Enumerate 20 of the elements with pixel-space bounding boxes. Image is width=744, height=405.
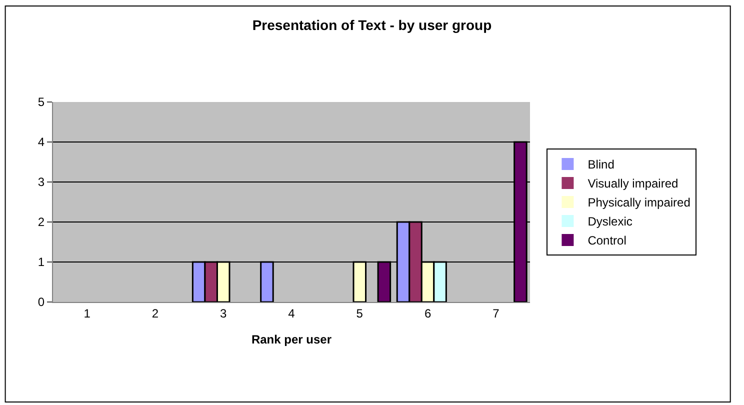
y-tick-label: 4 bbox=[38, 135, 45, 150]
x-tick-label: 3 bbox=[220, 306, 228, 320]
legend-label: Dyslexic bbox=[588, 214, 632, 229]
legend-label: Physically impaired bbox=[588, 196, 690, 210]
x-tick-label: 7 bbox=[492, 306, 500, 320]
chart-title: Presentation of Text - by user group bbox=[252, 17, 492, 34]
legend-label: Blind bbox=[588, 158, 614, 172]
y-tick-label: 2 bbox=[38, 215, 45, 230]
y-tick-label: 0 bbox=[38, 295, 45, 310]
y-tick-label: 5 bbox=[38, 95, 45, 110]
x-tick-label: 1 bbox=[84, 306, 91, 320]
legend-label: Visually impaired bbox=[588, 176, 678, 191]
x-tick-label: 4 bbox=[288, 306, 296, 320]
x-tick-label: 6 bbox=[424, 306, 432, 320]
y-tick-label: 1 bbox=[38, 255, 45, 270]
legend-label: Control bbox=[588, 234, 626, 248]
x-tick-label: 2 bbox=[152, 306, 159, 320]
x-tick-label: 5 bbox=[356, 306, 364, 320]
y-tick-label: 3 bbox=[38, 175, 45, 190]
x-axis-title: Rank per user bbox=[251, 332, 332, 346]
